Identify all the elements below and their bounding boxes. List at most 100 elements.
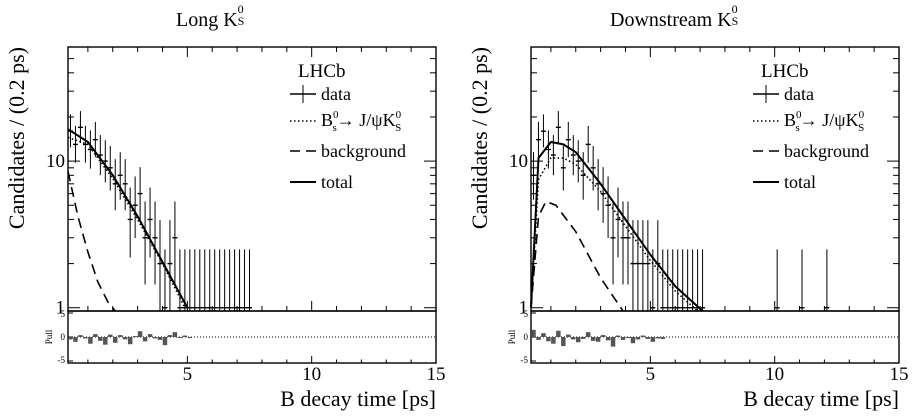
- panel-2-pull-bar: [640, 335, 646, 337]
- panel-2-main-frame: [530, 46, 900, 312]
- panel-2-pull-bar: [590, 337, 596, 341]
- panel-2-title-text: Downstream K: [610, 9, 732, 31]
- panel-1-xtick-label: 10: [302, 364, 321, 385]
- panel-2-pull-bar: [635, 337, 641, 340]
- panel-1-title-text: Long K: [176, 9, 238, 31]
- panel-1-pull-ytick-label: 5: [61, 309, 66, 319]
- panel-1-pull-bar: [117, 335, 123, 337]
- panel-1-pull-bar: [167, 335, 173, 337]
- panel-1-pull-bar: [172, 332, 178, 337]
- panel-2-pull-bar: [546, 337, 551, 342]
- panel-2-pull-bar: [645, 337, 651, 339]
- panel-1-curve-bsjks: [67, 136, 186, 309]
- panel-1-legend-signal: B0 s→ J/ψK0 S: [321, 109, 402, 134]
- panel-1-yaxis-label: Candidates / (0.2 ps): [4, 47, 29, 229]
- panel-1-pull-bar: [132, 336, 138, 338]
- panel-1-pull-axis-label: Pull: [44, 329, 54, 344]
- panel-2-curve-bsjks: [530, 157, 699, 312]
- panel-2-pull-bar: [576, 337, 581, 343]
- panel-1-ytick-label: 10: [46, 151, 65, 172]
- panel-1-pull-bar: [127, 337, 133, 345]
- panel-2-pull-axis-label: Pull: [507, 329, 517, 344]
- panel-2-legend-signal: B0 s→ J/ψK0 S: [784, 109, 865, 134]
- panel-2-curve-background: [530, 200, 624, 312]
- panel-2-pull-bar: [551, 337, 556, 344]
- panel-2-title-sub: S: [731, 14, 739, 28]
- panel-2-pull-bar: [610, 337, 616, 347]
- panel-1-pull-ytick-label: -5: [58, 355, 66, 365]
- panel-1-pull-bar: [122, 337, 128, 340]
- panel-2-curve-total: [530, 141, 704, 312]
- panel-2-legend-data: data: [784, 84, 814, 104]
- panel-1-title-sub: S: [237, 14, 245, 28]
- panel-1-pull-bar: [142, 337, 148, 342]
- panel-2-pull-bar: [531, 329, 536, 337]
- panel-2-pull-bar: [630, 337, 636, 344]
- panel-1-pull-bar: [187, 337, 193, 338]
- panel-2-legend-lhcb: LHCb: [761, 61, 809, 82]
- panel-2-pull-ytick-label: 5: [524, 309, 529, 319]
- panel-2-pull-bar: [600, 335, 606, 337]
- panel-2-ytick-label: 10: [509, 151, 528, 172]
- panel-2-ytick-label: 1: [519, 298, 529, 319]
- panel-2-pull-bar: [595, 337, 601, 342]
- panel-2-pull-bar: [615, 335, 621, 337]
- panel-1-ytick-label: 1: [56, 298, 66, 319]
- panel-1-pull-ytick-label: 0: [61, 332, 66, 342]
- panel-2-pull-bar: [556, 330, 561, 337]
- panel-2-xtick-label: 10: [765, 364, 784, 385]
- panel-2-pull-ytick-label: 0: [524, 332, 529, 342]
- panel-2-legend-background: background: [784, 141, 869, 161]
- panel-1-pull-bar: [113, 337, 118, 343]
- panel-2-pull-bar: [571, 337, 576, 340]
- panel-1-pull-bar: [98, 337, 103, 341]
- panel-2-pull-bar: [650, 337, 656, 342]
- panel-1-legend-total: total: [321, 172, 353, 192]
- panel-2-pull-bar: [536, 337, 541, 340]
- panel-2-pull-bar: [625, 337, 631, 338]
- panel-1-title-sup: 0: [237, 2, 244, 16]
- panel-2-pull-bar: [605, 337, 611, 341]
- panel-1-pull-bar: [103, 337, 108, 345]
- panel-2-pull-bar: [660, 337, 666, 339]
- panel-1-pull-bar: [83, 337, 88, 339]
- panel-1-pull-bar: [182, 335, 188, 337]
- panel-2-title-sup: 0: [731, 2, 738, 16]
- panel-2-xtick-label: 15: [890, 364, 909, 385]
- panel-2-pull-bar: [541, 333, 546, 337]
- panel-1-legend-background: background: [321, 141, 406, 161]
- panel-1-xaxis-label: B decay time [ps]: [280, 386, 436, 411]
- panel-1-legend-data: data: [321, 84, 351, 104]
- panel-1-legend-lhcb: LHCb: [298, 61, 346, 82]
- panel-2-yaxis-label: Candidates / (0.2 ps): [467, 47, 492, 229]
- panel-1-curve-background: [67, 171, 116, 312]
- panel-1-pull-bar: [147, 334, 153, 337]
- panel-1-pull-bar: [177, 337, 183, 338]
- panel-1-main-frame: [67, 46, 437, 312]
- panel-1-pull-bar: [88, 337, 93, 344]
- panel-2-pull-bar: [561, 337, 566, 347]
- panel-1-pull-bar: [73, 337, 78, 342]
- panel-2-pull-bar: [620, 337, 626, 340]
- panel-1-xtick-label: 15: [427, 364, 446, 385]
- panel-1-pull-bar: [162, 337, 168, 346]
- panel-2-pull-bar: [585, 332, 591, 337]
- panel-1-pull-bar: [78, 335, 83, 337]
- panel-1-pull-bar: [68, 337, 73, 340]
- panel-2-pull-ytick-label: -5: [521, 355, 529, 365]
- panel-1-pull-bar: [108, 334, 113, 337]
- panel-1-pull-bar: [157, 337, 163, 340]
- panel-2-pull-bar: [566, 334, 571, 337]
- panel-1-curve-total: [67, 128, 189, 309]
- panel-2-pull-bar: [655, 337, 661, 339]
- panel-2-xaxis-label: B decay time [ps]: [743, 386, 899, 411]
- panel-1-pull-bar: [137, 331, 143, 337]
- panel-2-pull-bar: [580, 337, 586, 339]
- panel-1-pull-bar: [93, 334, 98, 337]
- panel-2-xtick-label: 5: [646, 364, 656, 385]
- panel-2-legend-total: total: [784, 172, 816, 192]
- panel-1-pull-bar: [152, 337, 158, 339]
- panel-1-xtick-label: 5: [183, 364, 193, 385]
